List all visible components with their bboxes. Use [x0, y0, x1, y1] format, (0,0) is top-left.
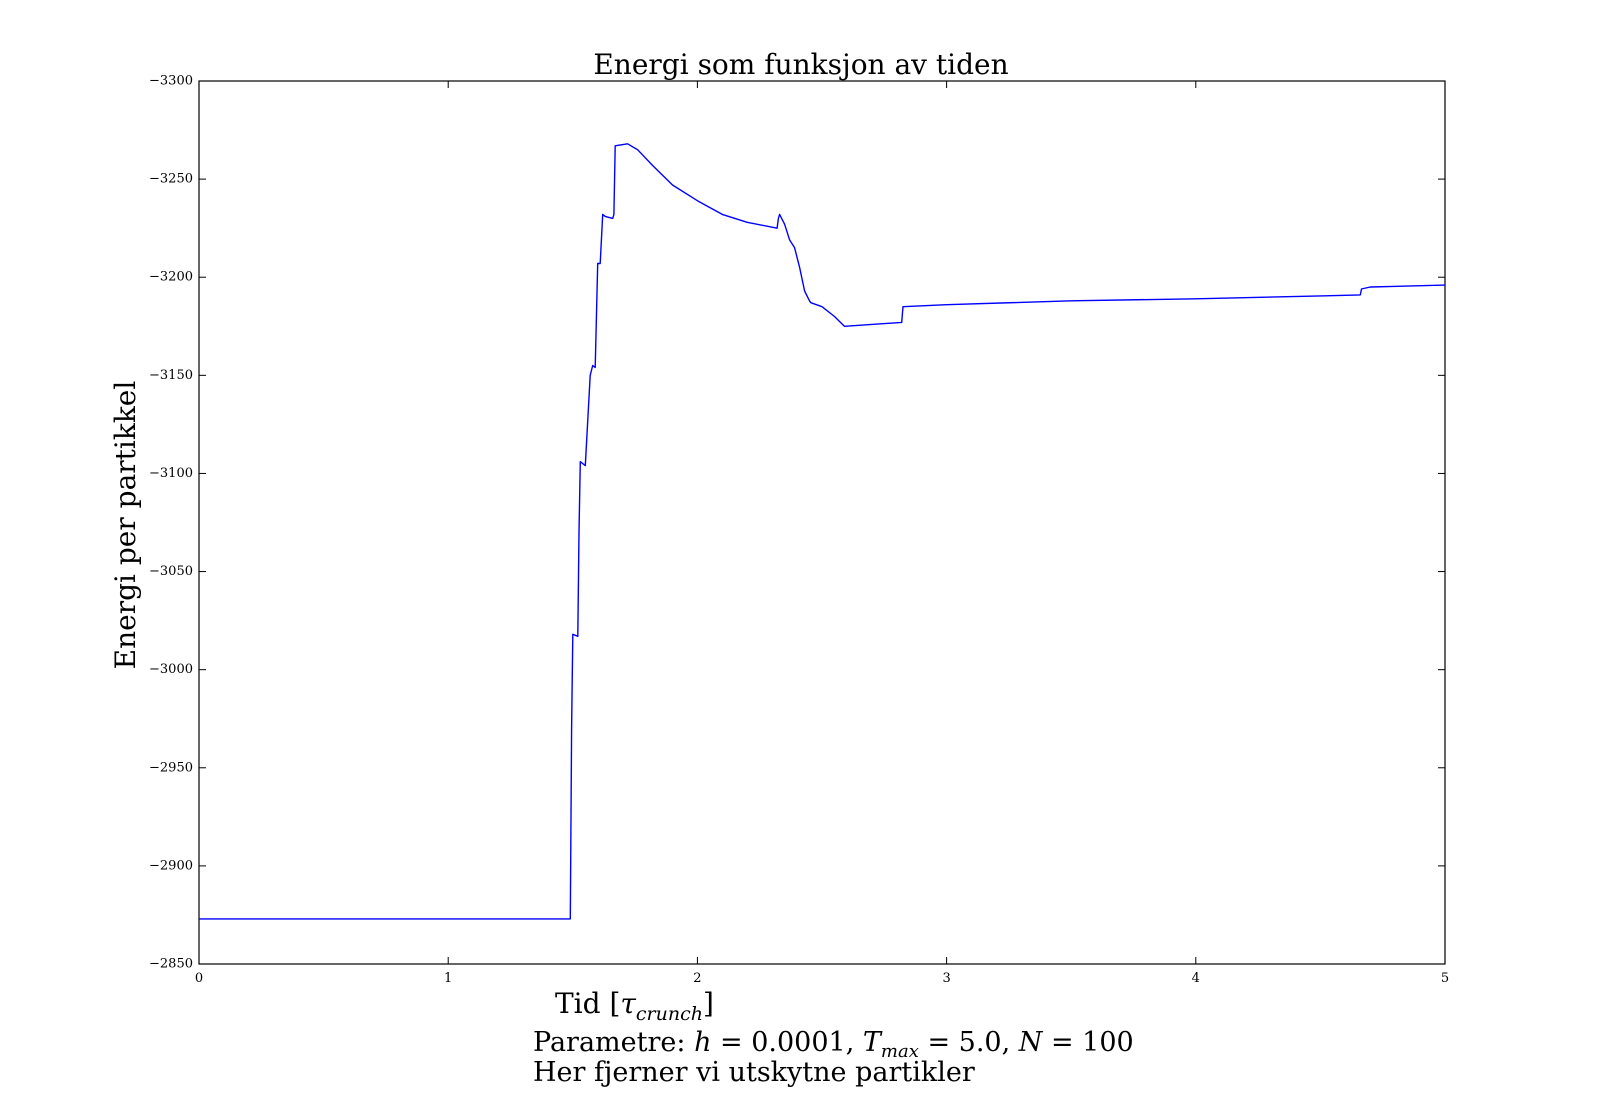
caption-h-eq: = 0.0001, [711, 1027, 862, 1058]
caption-t-var: T [863, 1027, 883, 1058]
plot-frame [198, 80, 1446, 965]
caption-n-eq: = 100 [1042, 1027, 1133, 1058]
x-axis-label-text: Tid [555, 987, 609, 1020]
caption-t-sub: max [881, 1041, 919, 1062]
y-tick-label: −2950 [149, 760, 193, 775]
y-axis-label: Energi per partikkel [109, 381, 142, 670]
y-tick-label: −3100 [149, 466, 193, 481]
x-tick-label: 5 [1441, 971, 1449, 986]
x-axis-label-open: [ [609, 987, 620, 1020]
y-tick-label: −3300 [149, 74, 193, 89]
x-tick-label: 0 [195, 971, 203, 986]
x-tick-label: 3 [942, 971, 950, 986]
x-axis-label-close: ] [703, 987, 714, 1020]
y-tick-label: −3000 [149, 662, 193, 677]
x-axis-label-symbol: τ [620, 987, 636, 1020]
caption-prefix: Parametre: [533, 1027, 694, 1058]
x-tick-label: 2 [693, 971, 701, 986]
y-tick-label: −3150 [149, 368, 193, 383]
x-tick-label: 4 [1192, 971, 1200, 986]
y-tick-label: −2900 [149, 858, 193, 873]
x-tick-label: 1 [444, 971, 452, 986]
y-tick-label: −3050 [149, 564, 193, 579]
series-energy-line [199, 143, 1446, 920]
caption-line-2: Her fjerner vi utskytne partikler [533, 1057, 975, 1088]
y-tick-label: −2850 [149, 957, 193, 972]
caption-h-var: h [694, 1027, 711, 1058]
caption-line-1: Parametre: h = 0.0001, Tmax = 5.0, N = 1… [533, 1027, 1134, 1062]
caption-n-var: N [1018, 1027, 1044, 1058]
y-tick-label: −3250 [149, 172, 193, 187]
y-tick-label: −3200 [149, 270, 193, 285]
x-axis-label: Tid [τcrunch] [555, 987, 714, 1025]
x-axis-label-subscript: crunch [636, 1003, 703, 1025]
caption-t-eq: = 5.0, [919, 1027, 1019, 1058]
chart-title: Energi som funksjon av tiden [593, 48, 1008, 81]
